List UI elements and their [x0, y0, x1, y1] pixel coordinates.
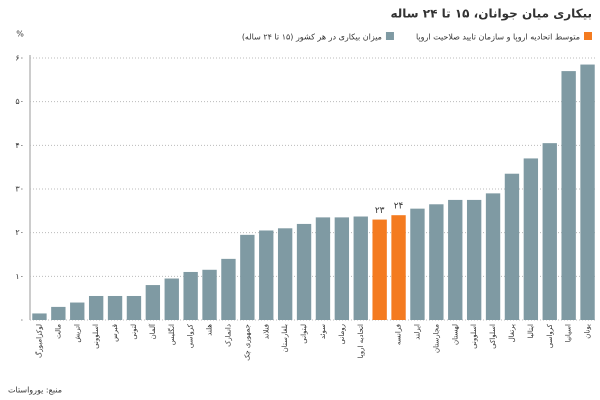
bar	[561, 71, 576, 320]
bar	[277, 228, 293, 320]
x-tick-label: ایتالیا	[527, 324, 535, 339]
legend-swatch	[584, 32, 592, 40]
bar	[107, 295, 123, 320]
bar	[485, 193, 501, 320]
bar	[353, 216, 368, 320]
x-tick-label: سوئد	[319, 324, 327, 339]
bar	[466, 199, 482, 320]
x-tick-label: مجارستان	[432, 324, 440, 353]
y-tick-label: ۳۰	[15, 185, 24, 194]
source: منبع: یورواستات	[8, 386, 62, 395]
y-tick-label: ۴۰	[15, 141, 24, 150]
bar	[51, 306, 66, 320]
y-tick-label: ۶۰	[15, 54, 24, 63]
x-tick-label: پرتغال	[508, 324, 516, 342]
bar	[183, 271, 198, 320]
x-tick-label: کرواسی	[546, 323, 554, 348]
bar	[70, 302, 85, 320]
x-tick-label: بلغارستان	[281, 324, 289, 352]
bar	[334, 217, 350, 320]
bar	[202, 269, 217, 320]
x-tick-label: هلند	[206, 324, 214, 336]
bar	[32, 313, 47, 320]
x-tick-label: لیتوانی	[300, 324, 308, 344]
x-tick-label: ایرلند	[413, 324, 421, 340]
bar	[126, 295, 142, 320]
y-tick-label: ۰	[20, 316, 24, 325]
bar	[410, 208, 425, 320]
bar	[164, 278, 179, 320]
bar	[88, 295, 104, 320]
y-tick-label: ۵۰	[15, 97, 24, 106]
x-tick-label: یونان	[584, 324, 592, 339]
x-tick-label: انگلیس	[167, 324, 176, 345]
x-tick-label: فرانسه	[395, 324, 403, 345]
x-tick-label: اسلوونی	[470, 324, 478, 349]
x-tick-label: مالت	[54, 324, 62, 339]
x-tick-label: فنلاند	[262, 324, 270, 339]
bar	[145, 285, 161, 320]
bar	[504, 173, 520, 320]
x-tick-label: لتونی	[130, 324, 138, 340]
x-tick-label: لهستان	[451, 324, 459, 345]
x-tick-label: قبرس	[111, 324, 119, 342]
y-tick-label: ۱۰	[15, 272, 24, 281]
x-tick-label: آلمان	[148, 323, 157, 339]
bar	[429, 204, 444, 320]
x-tick-label: اسلواکی	[489, 324, 497, 349]
legend-swatch	[385, 32, 394, 40]
x-tick-label: اتریش	[73, 324, 81, 343]
bar	[259, 230, 274, 320]
x-tick-label: رومانی	[338, 324, 346, 344]
value-label: ۲۳	[375, 206, 385, 216]
x-tick-label: اسپانیا	[565, 324, 573, 342]
bar	[523, 158, 539, 320]
y-tick-label: ۲۰	[15, 228, 24, 237]
bar	[448, 199, 463, 320]
bar	[580, 64, 595, 320]
x-tick-label: اسلوونی	[92, 324, 100, 349]
x-tick-label: لوکزامبورگ	[34, 324, 43, 358]
value-label: ۲۴	[394, 202, 404, 212]
x-tick-label: کرواسی	[187, 323, 195, 348]
chart-title: بیکاری میان جوانان، ۱۵ تا ۲۴ ساله	[391, 7, 592, 22]
bar	[240, 234, 255, 320]
bar	[296, 223, 312, 320]
x-tick-label: جمهوری چک	[243, 324, 251, 361]
bar	[221, 258, 236, 320]
legend-label: متوسط اتحادیه اروپا و سازمان تایید صلاحی…	[416, 33, 580, 42]
bar	[391, 215, 406, 320]
x-tick-label: اتحادیه اروپا	[357, 324, 365, 358]
bar	[372, 219, 387, 320]
legend-label: میزان بیکاری در هر کشور (۱۵ تا ۲۴ ساله)	[242, 33, 382, 42]
x-tick-label: دانمارک	[224, 324, 232, 347]
bar	[315, 217, 331, 320]
bar	[542, 143, 557, 320]
y-axis-label: %	[16, 30, 24, 39]
